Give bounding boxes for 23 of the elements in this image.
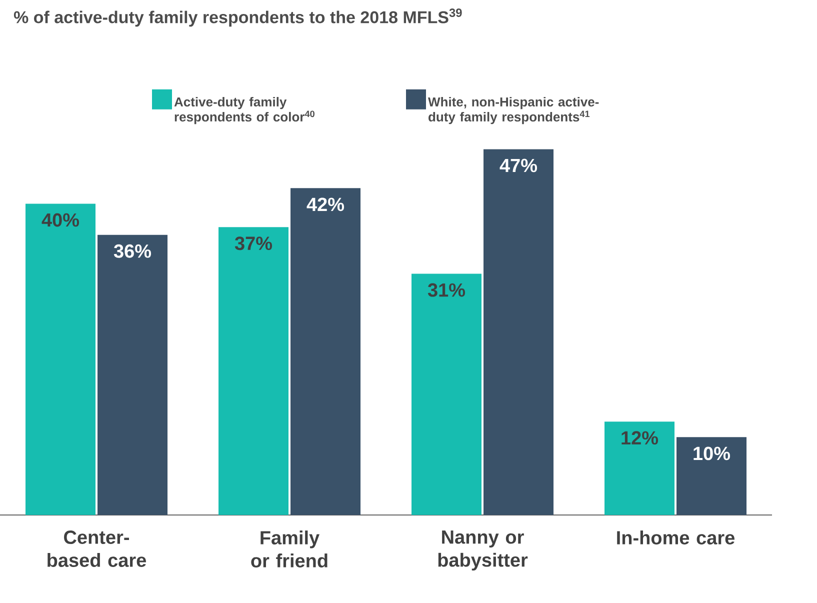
legend-label: Active-duty family respondents of color$^{40}$ (174, 96, 314, 124)
bar (412, 274, 482, 515)
data-label: 31% (428, 283, 466, 297)
bar (26, 204, 96, 515)
bar (290, 188, 360, 515)
data-label: 10% (694, 446, 730, 460)
bar (604, 422, 674, 515)
bar (98, 234, 168, 515)
data-label: 42% (306, 198, 344, 212)
bar (676, 437, 747, 515)
data-label: 12% (622, 431, 658, 445)
bar (484, 149, 554, 515)
x-tick-label: Nanny or babysitter (438, 530, 528, 571)
chart-title: % of active-duty family respondents to the 2018 MFLS$^{39}$ (14, 8, 462, 27)
data-label: 37% (234, 236, 272, 250)
x-tick-label: Family or friend (251, 530, 328, 568)
x-tick-label: Center-based care (48, 530, 146, 567)
data-label: 36% (114, 244, 152, 258)
data-label: 47% (500, 158, 538, 172)
data-label: 40% (42, 213, 80, 227)
bar (218, 227, 289, 515)
x-tick-label: In-home care (617, 530, 734, 544)
legend-label: White, non-Hispanic active-duty family respondents$^{41}$ (428, 96, 599, 124)
